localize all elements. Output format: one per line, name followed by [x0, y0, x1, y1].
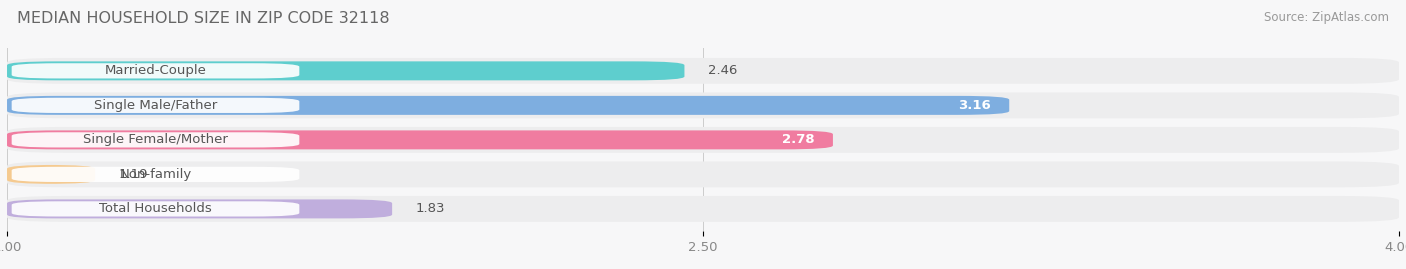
FancyBboxPatch shape: [7, 127, 1399, 153]
FancyBboxPatch shape: [7, 130, 832, 149]
Text: Source: ZipAtlas.com: Source: ZipAtlas.com: [1264, 11, 1389, 24]
FancyBboxPatch shape: [7, 161, 1399, 187]
Text: MEDIAN HOUSEHOLD SIZE IN ZIP CODE 32118: MEDIAN HOUSEHOLD SIZE IN ZIP CODE 32118: [17, 11, 389, 26]
Text: Single Female/Mother: Single Female/Mother: [83, 133, 228, 146]
FancyBboxPatch shape: [7, 196, 1399, 222]
FancyBboxPatch shape: [7, 96, 1010, 115]
Text: Married-Couple: Married-Couple: [104, 64, 207, 77]
FancyBboxPatch shape: [7, 165, 96, 184]
FancyBboxPatch shape: [7, 199, 392, 218]
Text: 2.46: 2.46: [707, 64, 737, 77]
FancyBboxPatch shape: [7, 58, 1399, 84]
Text: Single Male/Father: Single Male/Father: [94, 99, 217, 112]
FancyBboxPatch shape: [11, 167, 299, 182]
Text: 2.78: 2.78: [782, 133, 814, 146]
FancyBboxPatch shape: [11, 63, 299, 79]
Text: 1.19: 1.19: [118, 168, 148, 181]
Text: 3.16: 3.16: [957, 99, 991, 112]
FancyBboxPatch shape: [11, 132, 299, 147]
Text: Total Households: Total Households: [100, 202, 212, 215]
Text: Non-family: Non-family: [120, 168, 191, 181]
FancyBboxPatch shape: [11, 201, 299, 217]
FancyBboxPatch shape: [11, 98, 299, 113]
Text: 1.83: 1.83: [415, 202, 444, 215]
FancyBboxPatch shape: [7, 61, 685, 80]
FancyBboxPatch shape: [7, 93, 1399, 118]
